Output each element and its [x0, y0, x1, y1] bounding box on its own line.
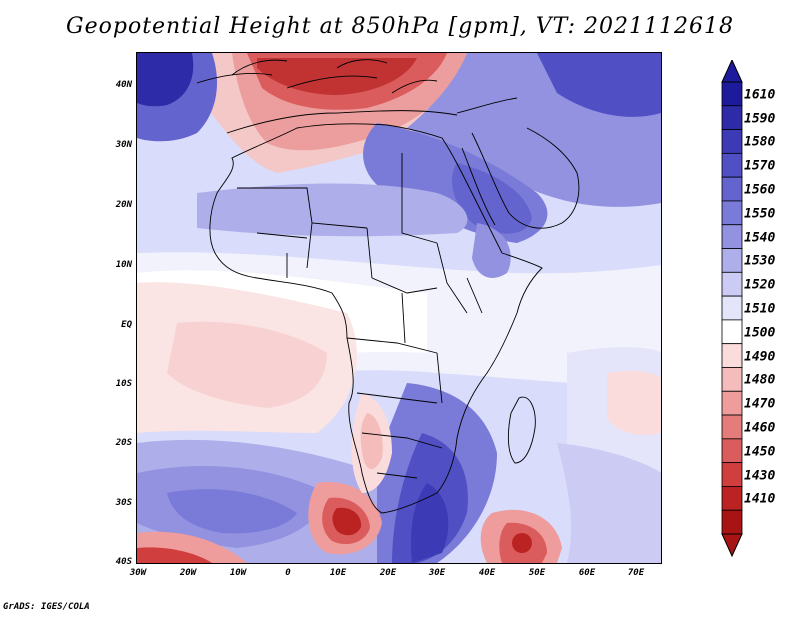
colorbar-cell: [721, 271, 743, 297]
lon-label-30w: 30W: [129, 568, 147, 578]
colorbar-cell: [721, 319, 743, 345]
lat-label-30n: 30N: [115, 140, 132, 150]
colorbar-cell: [721, 343, 743, 368]
colorbar-label: 1510: [744, 301, 776, 317]
colorbar-cell: [721, 81, 743, 107]
colorbar-label: 1530: [744, 253, 776, 269]
colorbar-cell: [721, 295, 743, 321]
lon-label-30e: 30E: [428, 568, 446, 578]
colorbar-cell: [721, 367, 743, 392]
grads-footer: GrADS: IGES/COLA: [3, 602, 90, 612]
colorbar-cell: [721, 176, 743, 202]
lon-label-70e: 70E: [627, 568, 645, 578]
colorbar-cell: [721, 390, 743, 416]
colorbar-label: 1580: [744, 134, 776, 150]
lon-label-60e: 60E: [578, 568, 596, 578]
colorbar-cell: [721, 438, 743, 464]
colorbar-bottom-arrow: [721, 533, 743, 558]
lat-label-40n: 40N: [115, 80, 132, 90]
colorbar-cell: [721, 509, 743, 535]
colorbar-label: 1610: [744, 87, 776, 103]
lat-label-10s: 10S: [115, 379, 132, 389]
colorbar-cell: [721, 152, 743, 178]
colorbar-label: 1460: [744, 420, 776, 436]
colorbar-cell: [721, 105, 743, 130]
lon-label-40e: 40E: [478, 568, 496, 578]
colorbar-label: 1430: [744, 468, 776, 484]
colorbar-label: 1500: [744, 325, 776, 341]
colorbar-cell: [721, 129, 743, 154]
geopotential-field: [137, 53, 661, 563]
lon-label-20e: 20E: [379, 568, 397, 578]
colorbar: [721, 60, 743, 558]
map-panel: [136, 52, 662, 564]
colorbar-cell: [721, 414, 743, 440]
colorbar-label: 1480: [744, 372, 776, 388]
lat-label-eq: EQ: [121, 320, 132, 330]
colorbar-cell: [721, 486, 743, 511]
colorbar-label: 1520: [744, 277, 776, 293]
lat-label-20s: 20S: [115, 438, 132, 448]
colorbar-label: 1540: [744, 230, 776, 246]
colorbar-cell: [721, 248, 743, 273]
colorbar-label: 1450: [744, 444, 776, 460]
colorbar-label: 1410: [744, 491, 776, 507]
lon-label-20w: 20W: [179, 568, 197, 578]
lat-label-20n: 20N: [115, 200, 132, 210]
map-title: Geopotential Height at 850hPa [gpm], VT:…: [66, 14, 734, 39]
colorbar-label: 1550: [744, 206, 776, 222]
lat-label-40s: 40S: [115, 557, 132, 567]
colorbar-top-arrow: [721, 60, 743, 83]
colorbar-label: 1560: [744, 182, 776, 198]
lat-label-30s: 30S: [115, 498, 132, 508]
colorbar-label: 1590: [744, 111, 776, 127]
colorbar-cell: [721, 462, 743, 487]
lon-label-0: 0: [285, 568, 291, 578]
colorbar-label: 1570: [744, 158, 776, 174]
lon-label-10e: 10E: [329, 568, 347, 578]
lat-label-10n: 10N: [115, 260, 132, 270]
lon-label-50e: 50E: [528, 568, 546, 578]
colorbar-cell: [721, 200, 743, 226]
colorbar-label: 1470: [744, 396, 776, 412]
colorbar-label: 1490: [744, 349, 776, 365]
lon-label-10w: 10W: [229, 568, 247, 578]
colorbar-cell: [721, 224, 743, 249]
